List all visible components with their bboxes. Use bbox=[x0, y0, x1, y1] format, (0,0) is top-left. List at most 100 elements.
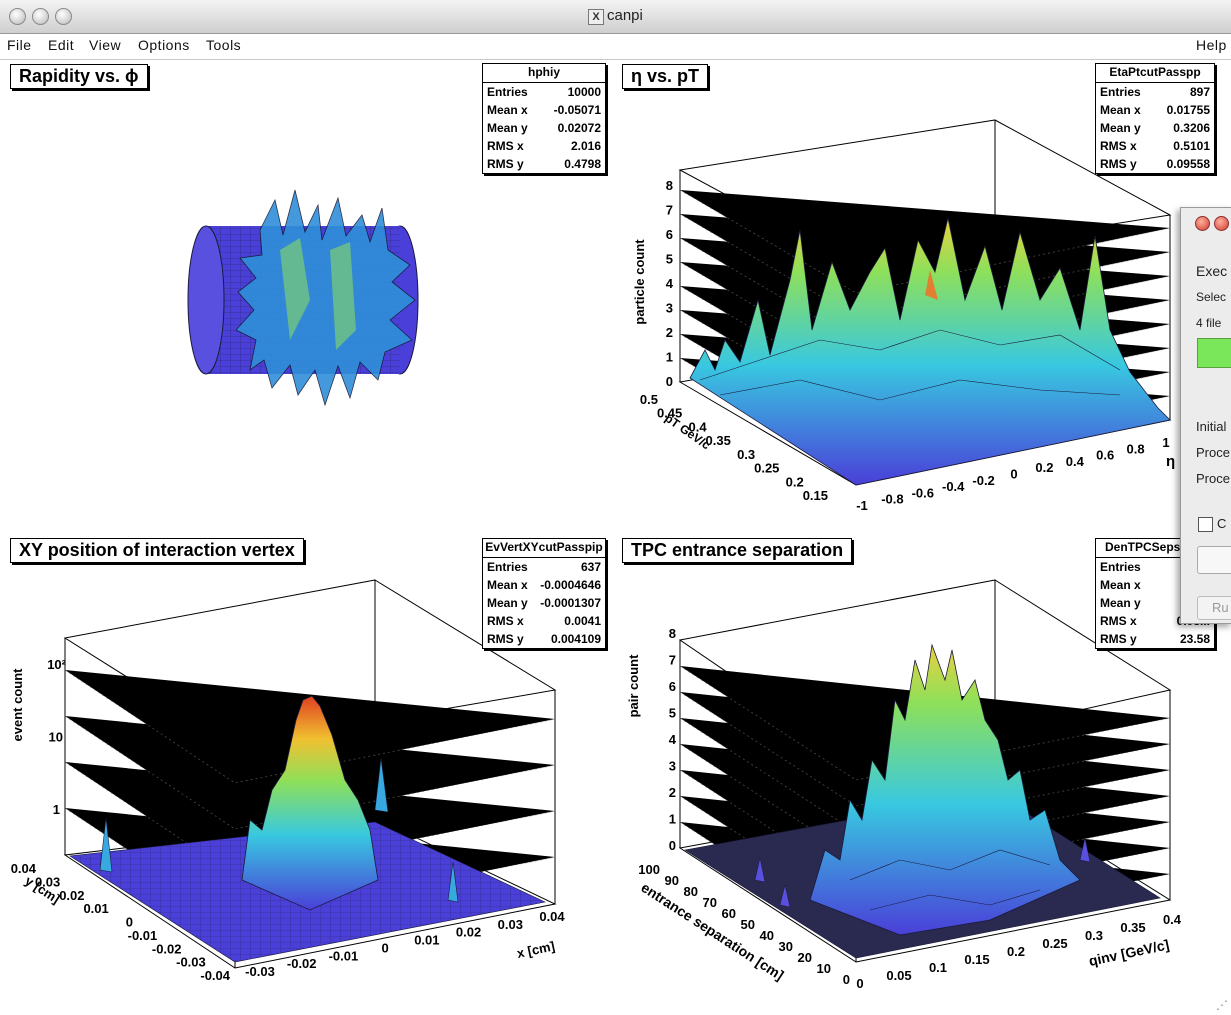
stats-key: Entries bbox=[487, 85, 528, 99]
x-tick-label: 0.4 bbox=[1066, 454, 1085, 469]
menu-edit[interactable]: Edit bbox=[48, 37, 75, 53]
stats-value: 0.5101 bbox=[1173, 139, 1210, 153]
z-tick-label: 10 bbox=[49, 730, 63, 745]
stats-value: 897 bbox=[1189, 85, 1210, 99]
stats-row: RMS y 0.09558 bbox=[1096, 155, 1214, 173]
stats-key: RMS x bbox=[1100, 139, 1137, 153]
dialog-minimize-button[interactable] bbox=[1214, 216, 1229, 231]
window-titlebar[interactable]: X canpi bbox=[0, 0, 1231, 34]
stats-value: -0.05071 bbox=[553, 103, 601, 117]
y-tick-label: 30 bbox=[779, 939, 793, 954]
stats-row: RMS y 23.58 bbox=[1096, 630, 1214, 648]
dialog-run-button[interactable]: Ru bbox=[1197, 596, 1231, 620]
close-window-button[interactable] bbox=[9, 8, 26, 25]
x-tick-label: 0 bbox=[1010, 467, 1017, 482]
stats-key: RMS x bbox=[487, 614, 524, 628]
dialog-close-button[interactable] bbox=[1195, 216, 1210, 231]
menu-help[interactable]: Help bbox=[1196, 37, 1227, 53]
y-tick-label: -0.02 bbox=[152, 941, 182, 956]
stats-value: -0.0004646 bbox=[540, 578, 601, 592]
y-tick-label: 90 bbox=[665, 873, 679, 888]
stats-key: Entries bbox=[1100, 85, 1141, 99]
z-tick-label: 5 bbox=[666, 252, 673, 267]
resize-grip-icon[interactable]: ⋰ bbox=[1216, 998, 1228, 1012]
stats-key: Entries bbox=[1100, 560, 1141, 574]
x-tick-label: -0.4 bbox=[942, 479, 965, 494]
z-tick-label: 0 bbox=[666, 374, 673, 389]
y-tick-label: 0.45 bbox=[657, 406, 682, 421]
proof-dialog-window[interactable]: Exec Selec 4 file Initial Proce Proce C … bbox=[1180, 207, 1231, 624]
stats-box-vertex[interactable]: EvVertXYcutPasspip Entries 637 Mean x -0.000… bbox=[482, 538, 606, 649]
y-tick-label: 0.4 bbox=[688, 419, 707, 434]
x-tick-label: -0.02 bbox=[287, 956, 317, 971]
stats-key: Entries bbox=[487, 560, 528, 574]
stats-key: Mean x bbox=[1100, 578, 1141, 592]
panel2-title: η vs. pT bbox=[622, 64, 709, 89]
x-tick-label: 0 bbox=[382, 940, 389, 955]
y-tick-label: 60 bbox=[722, 906, 736, 921]
dialog-progress-bar bbox=[1197, 338, 1231, 368]
stats-key: Mean x bbox=[1100, 103, 1141, 117]
stats-box-hphiy[interactable]: hphiy Entries 10000 Mean x -0.05071 Mean y 0.0… bbox=[482, 63, 606, 174]
dialog-initial-label: Initial bbox=[1196, 419, 1227, 434]
stats-row: Mean y 0.3206 bbox=[1096, 119, 1214, 137]
menu-file[interactable]: File bbox=[7, 37, 32, 53]
stats-row: RMS x 0.5101 bbox=[1096, 137, 1214, 155]
y-tick-label: 100 bbox=[638, 862, 660, 877]
x-tick-label: -0.03 bbox=[245, 964, 275, 979]
stats-value: 0.02072 bbox=[557, 121, 601, 135]
x-tick-label: 0.04 bbox=[539, 909, 565, 924]
stats-title: EvVertXYcutPasspip bbox=[483, 539, 605, 558]
x-tick-label: 0.2 bbox=[1035, 460, 1053, 475]
dialog-checkbox[interactable] bbox=[1198, 517, 1213, 532]
stats-value: 0.09558 bbox=[1166, 157, 1210, 171]
x-tick-label: -1 bbox=[856, 498, 868, 513]
menu-tools[interactable]: Tools bbox=[206, 37, 242, 53]
x-tick-label: 0.01 bbox=[414, 933, 439, 948]
x-tick-label: 0 bbox=[856, 976, 863, 991]
dialog-processed-label: Proce bbox=[1196, 471, 1230, 486]
zoom-window-button[interactable] bbox=[55, 8, 72, 25]
y-tick-label: 70 bbox=[703, 895, 717, 910]
surface bbox=[689, 217, 1171, 486]
stats-key: Mean y bbox=[487, 121, 528, 135]
z-tick-label: 6 bbox=[666, 227, 673, 242]
z-tick-label: 7 bbox=[669, 653, 676, 668]
stats-key: RMS y bbox=[487, 632, 524, 646]
stats-key: RMS y bbox=[487, 157, 524, 171]
stats-value: 2.016 bbox=[570, 139, 601, 153]
dialog-checkbox-label: C bbox=[1217, 516, 1227, 531]
panel2-z-label: particle count bbox=[632, 239, 647, 325]
panel4-title: TPC entrance separation bbox=[622, 538, 853, 563]
stats-row: Mean y -0.0001307 bbox=[483, 594, 605, 612]
panel-tpc-separation bbox=[678, 579, 1172, 963]
stats-value: 10000 bbox=[567, 85, 601, 99]
y-tick-label: 20 bbox=[798, 950, 812, 965]
y-tick-label: -0.03 bbox=[176, 955, 206, 970]
dialog-button[interactable] bbox=[1197, 546, 1231, 574]
stats-row: Entries 10000 bbox=[483, 83, 605, 101]
dialog-files-label: 4 file bbox=[1196, 316, 1222, 330]
y-tick-label: 50 bbox=[741, 917, 755, 932]
x-tick-label: 0.05 bbox=[886, 968, 911, 983]
menu-options[interactable]: Options bbox=[138, 37, 190, 53]
stats-key: RMS y bbox=[1100, 157, 1137, 171]
y-tick-label: 10 bbox=[817, 961, 831, 976]
x-tick-label: 0.4 bbox=[1163, 912, 1182, 927]
stats-row: Mean y 0.02072 bbox=[483, 119, 605, 137]
stats-key: Mean x bbox=[487, 103, 528, 117]
menu-view[interactable]: View bbox=[89, 37, 122, 53]
stats-box-etapt[interactable]: EtaPtcutPasspp Entries 897 Mean x 0.01755 Mea… bbox=[1095, 63, 1215, 174]
x11-app-icon: X bbox=[588, 9, 604, 25]
minimize-window-button[interactable] bbox=[32, 8, 49, 25]
x-tick-label: 0.3 bbox=[1085, 928, 1103, 943]
stats-value: 637 bbox=[580, 560, 601, 574]
panel-rapidity-phi bbox=[187, 189, 419, 407]
stats-value: 23.58 bbox=[1179, 632, 1210, 646]
dialog-select-label: Selec bbox=[1196, 290, 1227, 304]
z-tick-label: 3 bbox=[666, 301, 673, 316]
stats-key: Mean x bbox=[487, 578, 528, 592]
stats-row: RMS y 0.4798 bbox=[483, 155, 605, 173]
stats-value: -0.0001307 bbox=[540, 596, 601, 610]
